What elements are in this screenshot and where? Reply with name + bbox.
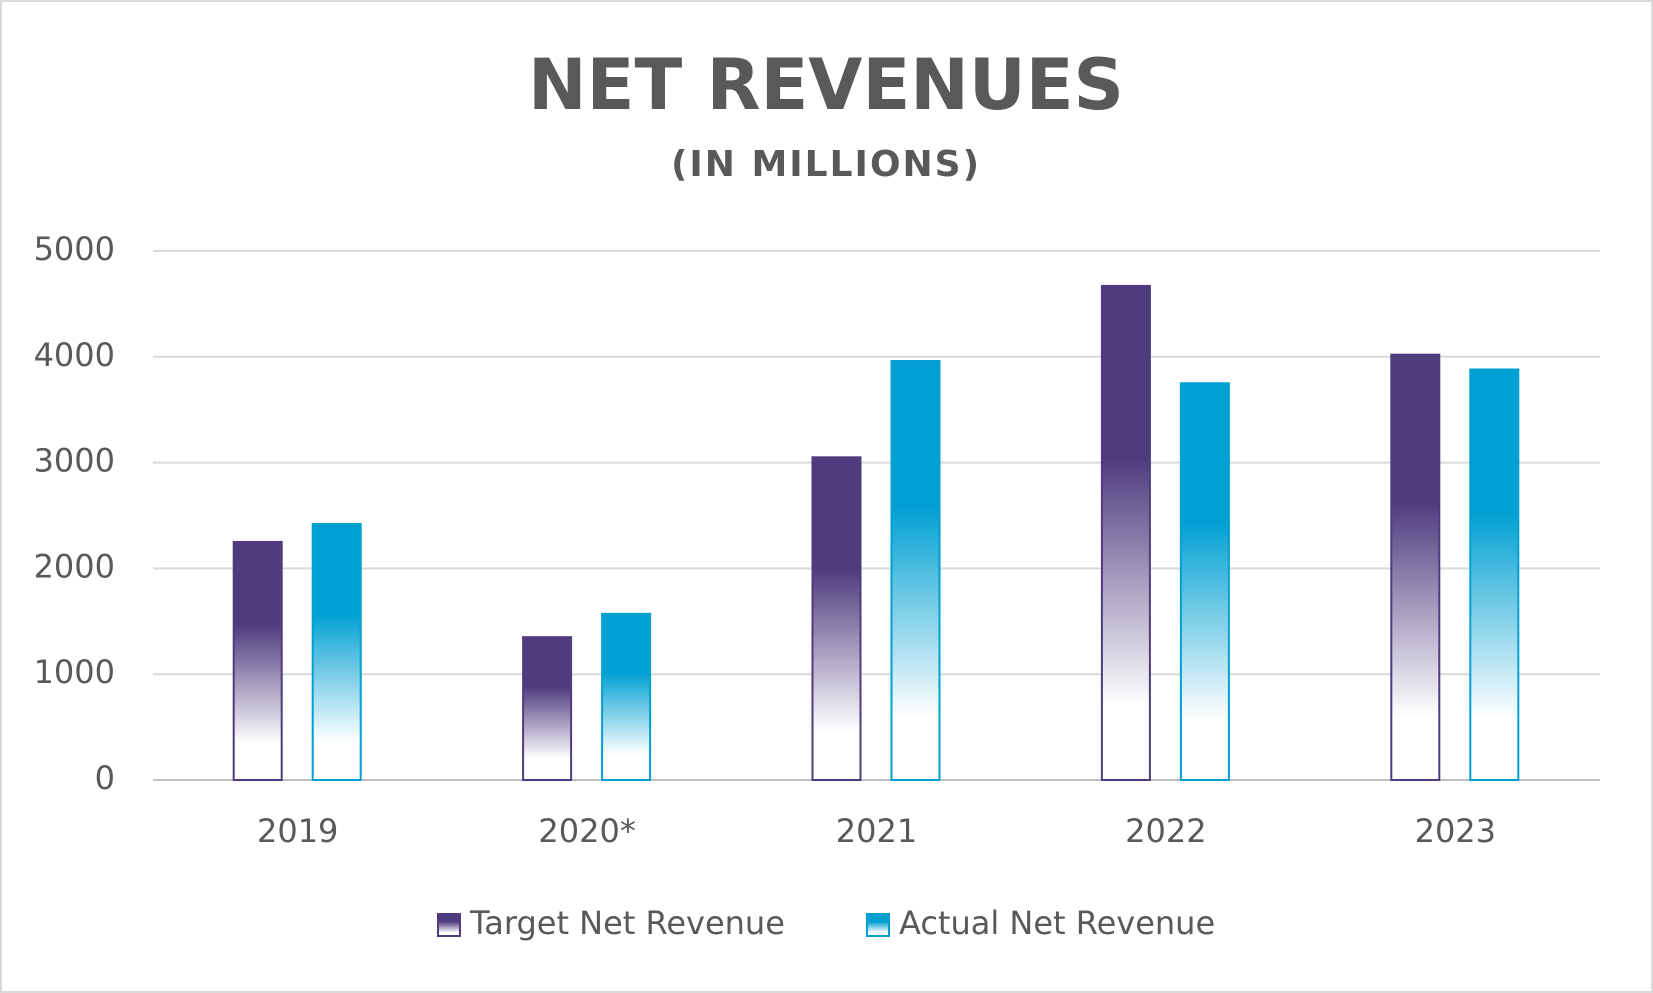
x-tick-label: 2022 bbox=[1125, 812, 1206, 850]
chart-title: NET REVENUES bbox=[528, 44, 1124, 126]
y-tick-label: 5000 bbox=[34, 230, 115, 268]
x-tick-label: 2020* bbox=[538, 812, 635, 850]
legend-swatch bbox=[437, 913, 461, 937]
bar bbox=[601, 612, 652, 781]
legend-label: Target Net Revenue bbox=[469, 904, 785, 942]
x-tick-label: 2019 bbox=[257, 812, 338, 850]
x-tick-label: 2023 bbox=[1415, 812, 1496, 850]
bar bbox=[1100, 284, 1151, 781]
x-tick-label: 2021 bbox=[836, 812, 917, 850]
y-tick-label: 3000 bbox=[34, 442, 115, 480]
y-tick-label: 2000 bbox=[34, 547, 115, 585]
bar bbox=[1179, 382, 1230, 781]
y-tick-label: 1000 bbox=[34, 653, 115, 691]
bar bbox=[522, 636, 573, 781]
legend-swatch bbox=[866, 913, 890, 937]
bar bbox=[1469, 368, 1520, 781]
bar bbox=[311, 522, 362, 781]
y-tick-label: 4000 bbox=[34, 336, 115, 374]
bar bbox=[1390, 353, 1441, 781]
chart-subtitle: (IN MILLIONS) bbox=[671, 144, 981, 185]
bar bbox=[232, 540, 283, 782]
bar bbox=[811, 456, 862, 781]
bar bbox=[890, 360, 941, 781]
legend-label: Actual Net Revenue bbox=[899, 904, 1215, 942]
y-tick-label: 0 bbox=[95, 759, 115, 797]
